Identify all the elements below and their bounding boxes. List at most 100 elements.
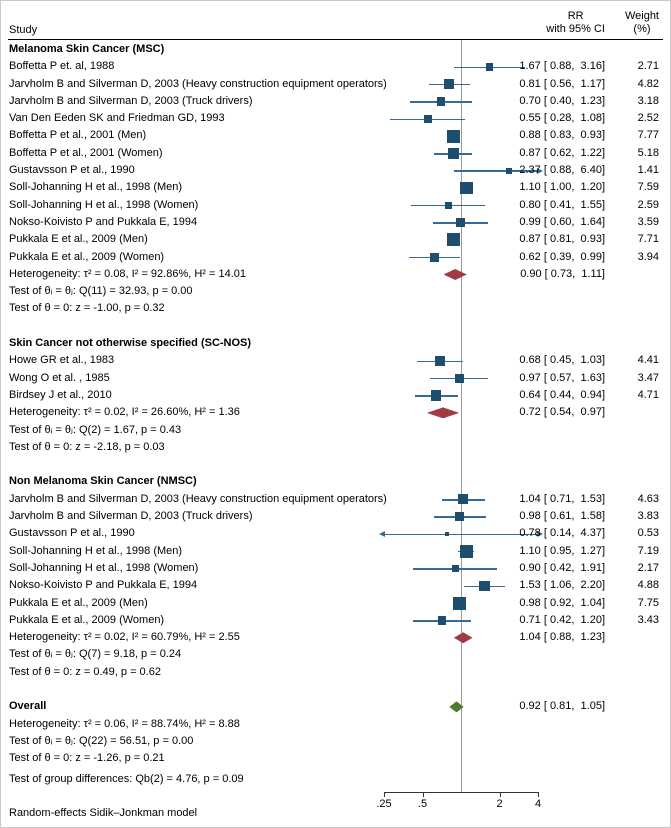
spacer-row <box>1 681 670 698</box>
overall-diamond <box>449 701 464 713</box>
effect-square <box>444 79 455 90</box>
effect-square <box>424 115 432 123</box>
rr-ci-value: 0.92 [ 0.81, 1.05] <box>519 700 605 713</box>
row-label: Jarvholm B and Silverman D, 2003 (Truck … <box>9 94 253 107</box>
row-label: Wong O et al. , 1985 <box>9 371 110 384</box>
study-row: Jarvholm B and Silverman D, 2003 (Truck … <box>1 93 670 110</box>
spacer-row <box>1 318 670 335</box>
rr-ci-value: 0.71 [ 0.42, 1.20] <box>519 613 605 626</box>
effect-square <box>451 565 459 573</box>
stats-text-row: Heterogeneity: τ² = 0.06, I² = 88.74%, H… <box>1 716 670 733</box>
rr-ci-value: 0.78 [ 0.14, 4.37] <box>519 527 605 540</box>
row-label: Test of θ = 0: z = -1.00, p = 0.32 <box>9 302 165 315</box>
row-label: Pukkala E et al., 2009 (Women) <box>9 613 165 626</box>
rr-ci-value: 0.87 [ 0.81, 0.93] <box>519 233 605 246</box>
column-header-weight: Weight (%) <box>625 10 659 36</box>
weight-value: 2.71 <box>637 60 659 73</box>
rr-ci-value: 0.80 [ 0.41, 1.55] <box>519 198 605 211</box>
rr-ci-value: 0.98 [ 0.61, 1.58] <box>519 510 605 523</box>
rr-ci-value: 0.68 [ 0.45, 1.03] <box>519 354 605 367</box>
weight-value: 4.82 <box>637 77 659 90</box>
weight-value: 7.75 <box>637 596 659 609</box>
study-row: Wong O et al. , 1985 0.97 [ 0.57, 1.63] 3.… <box>1 370 670 387</box>
row-label: Non Melanoma Skin Cancer (NMSC) <box>9 475 197 488</box>
effect-square <box>447 148 459 159</box>
rr-ci-value: 0.90 [ 0.42, 1.91] <box>519 561 605 574</box>
weight-value: 4.88 <box>637 579 659 592</box>
effect-square <box>458 494 469 505</box>
study-row: Gustavsson P et al., 1990 0.78 [ 0.14, 4.… <box>1 525 670 542</box>
study-row: Boffetta P et al., 2001 (Men) 0.88 [ 0.83… <box>1 127 670 144</box>
row-label: Test of θᵢ = θⱼ: Q(2) = 1.67, p = 0.43 <box>9 423 182 436</box>
rr-ci-value: 0.99 [ 0.60, 1.64] <box>519 215 605 228</box>
row-label: Jarvholm B and Silverman D, 2003 (Heavy … <box>9 492 387 505</box>
row-label: Gustavsson P et al., 1990 <box>9 527 135 540</box>
study-row: Soll-Johanning H et al., 1998 (Women) 0.9… <box>1 560 670 577</box>
summary-row: Heterogeneity: τ² = 0.02, I² = 60.79%, H… <box>1 629 670 646</box>
row-label: Boffetta P et al., 2001 (Men) <box>9 129 147 142</box>
study-row: Jarvholm B and Silverman D, 2003 (Heavy … <box>1 76 670 93</box>
row-label: Test of θ = 0: z = -1.26, p = 0.21 <box>9 752 165 765</box>
weight-value: 4.63 <box>637 492 659 505</box>
rr-ci-value: 0.64 [ 0.44, 0.94] <box>519 388 605 401</box>
ci-clip-arrow-right <box>537 167 543 174</box>
rr-ci-value: 0.98 [ 0.92, 1.04] <box>519 596 605 609</box>
row-label: Soll-Johanning H et al., 1998 (Women) <box>9 198 199 211</box>
subgroup-diamond <box>443 269 467 280</box>
effect-square <box>459 181 473 195</box>
row-label: Soll-Johanning H et al., 1998 (Men) <box>9 544 183 557</box>
weight-value: 2.52 <box>637 112 659 125</box>
row-label: Overall <box>9 700 47 713</box>
study-row: Nokso-Koivisto P and Pukkala E, 1994 0.99… <box>1 214 670 231</box>
summary-row: Heterogeneity: τ² = 0.08, I² = 92.86%, H… <box>1 266 670 283</box>
reference-line <box>461 40 462 793</box>
rr-ci-value: 0.81 [ 0.56, 1.17] <box>519 77 605 90</box>
effect-square <box>431 390 442 401</box>
x-tick-label: 2 <box>496 798 503 810</box>
row-label: Pukkala E et al., 2009 (Men) <box>9 596 148 609</box>
study-row: Birdsey J et al., 2010 0.64 [ 0.44, 0.94]… <box>1 387 670 404</box>
row-label: Heterogeneity: τ² = 0.02, I² = 26.60%, H… <box>9 406 240 419</box>
weight-value: 3.59 <box>637 215 659 228</box>
subgroup-diamond <box>426 407 460 419</box>
ci-line <box>453 170 538 172</box>
x-axis-line <box>384 792 538 793</box>
study-row: Van Den Eeden SK and Friedman GD, 1993 0.… <box>1 110 670 127</box>
effect-square <box>447 129 461 143</box>
study-row: Soll-Johanning H et al., 1998 (Men) 1.10 … <box>1 179 670 196</box>
weight-value: 4.41 <box>637 354 659 367</box>
x-axis-tick <box>538 792 539 797</box>
x-tick-label: 4 <box>534 798 542 810</box>
weight-value: 7.77 <box>637 129 659 142</box>
row-label: Heterogeneity: τ² = 0.08, I² = 92.86%, H… <box>9 267 247 280</box>
rr-ci-value: 1.53 [ 1.06, 2.20] <box>519 579 605 592</box>
effect-square <box>445 532 449 536</box>
study-row: Jarvholm B and Silverman D, 2003 (Truck … <box>1 508 670 525</box>
weight-value: 3.83 <box>637 510 659 523</box>
rr-ci-value: 1.04 [ 0.71, 1.53] <box>519 492 605 505</box>
effect-square <box>485 63 494 71</box>
effect-square <box>455 218 465 228</box>
group-header-row: Skin Cancer not otherwise specified (SC-… <box>1 335 670 352</box>
weight-value: 0.53 <box>637 527 659 540</box>
rr-ci-value: 2.37 [ 0.88, 6.40] <box>519 164 605 177</box>
effect-square <box>455 512 465 522</box>
study-row: Nokso-Koivisto P and Pukkala E, 1994 1.53… <box>1 577 670 594</box>
effect-square <box>454 373 464 383</box>
weight-value: 5.18 <box>637 146 659 159</box>
rr-ci-value: 0.97 [ 0.57, 1.63] <box>519 371 605 384</box>
study-row: Pukkala E et al., 2009 (Women) 0.71 [ 0.4… <box>1 612 670 629</box>
group-header-row: Melanoma Skin Cancer (MSC) <box>1 41 670 58</box>
weight-value: 3.47 <box>637 371 659 384</box>
row-label: Pukkala E et al., 2009 (Men) <box>9 233 148 246</box>
rr-ci-value: 0.62 [ 0.39, 0.99] <box>519 250 605 263</box>
rr-ci-value: 0.90 [ 0.73, 1.11] <box>520 267 605 280</box>
ci-clip-arrow-right <box>537 530 543 537</box>
row-label: Skin Cancer not otherwise specified (SC-… <box>9 337 252 350</box>
row-label: Birdsey J et al., 2010 <box>9 388 112 401</box>
summary-row: Heterogeneity: τ² = 0.02, I² = 26.60%, H… <box>1 404 670 421</box>
effect-square <box>436 97 446 106</box>
row-label: Gustavsson P et al., 1990 <box>9 164 135 177</box>
study-row: Pukkala E et al., 2009 (Men) 0.87 [ 0.81,… <box>1 231 670 248</box>
row-label: Pukkala E et al., 2009 (Women) <box>9 250 165 263</box>
